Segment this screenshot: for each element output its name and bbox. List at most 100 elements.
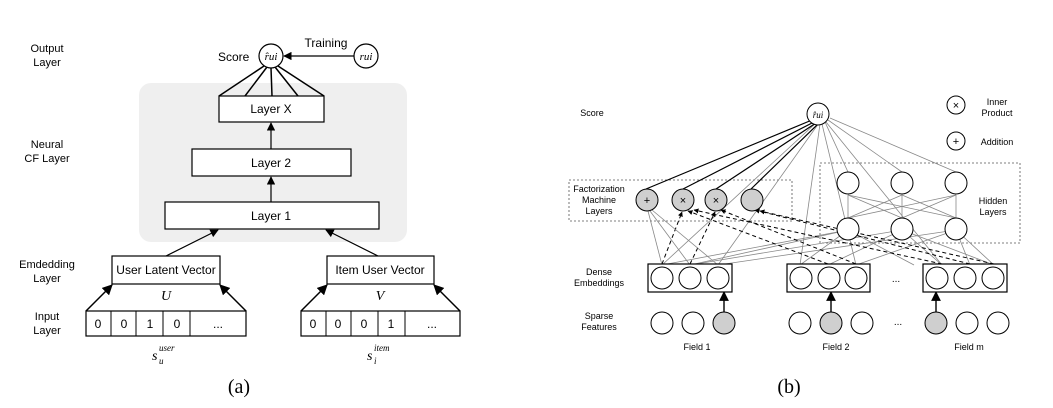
embedding-layer-label-2: Layer xyxy=(33,273,61,285)
hidden-node xyxy=(836,217,860,241)
user-vector-arrow xyxy=(165,229,219,257)
u-right-edge xyxy=(219,284,247,312)
item-onehot-vector: 0 0 0 1 ... xyxy=(300,310,461,337)
sparse-node xyxy=(681,311,705,335)
dense-label-2: Embeddings xyxy=(574,278,625,288)
hidden-label-2: Layers xyxy=(979,207,1007,217)
user-input-symbol: s xyxy=(152,349,158,364)
dense-embedding-field-1 xyxy=(647,263,733,293)
hidden-label-1: Hidden xyxy=(979,196,1008,206)
fm-to-score-lines xyxy=(645,119,819,190)
score-node xyxy=(806,102,830,126)
fm-inner-product-node xyxy=(704,188,728,212)
sparse-ellipsis: ... xyxy=(894,317,902,328)
caption-b: (b) xyxy=(777,376,800,398)
input-layer-label-2: Layer xyxy=(33,325,61,337)
dense-to-hidden-lines xyxy=(661,229,995,266)
layer-1-box xyxy=(164,201,380,230)
item-input-superscript: item xyxy=(374,343,390,353)
hidden-node xyxy=(836,171,860,195)
target-node-label: rui xyxy=(360,51,373,63)
sparse-to-dense-arrows xyxy=(719,291,941,312)
output-layer-label-1: Output xyxy=(30,43,63,55)
score-label-b: Score xyxy=(580,108,604,118)
inner-product-legend-text-1: Inner xyxy=(987,97,1008,107)
hidden-node xyxy=(890,217,914,241)
output-node-label: r̂ui xyxy=(265,51,278,63)
layer-2-box xyxy=(191,148,352,177)
fm-inner-product-symbol: × xyxy=(680,195,686,207)
addition-legend-icon xyxy=(946,131,966,151)
item-onehot-cell: 0 xyxy=(361,317,368,331)
item-onehot-cell: ... xyxy=(427,317,437,331)
inner-product-legend-text-2: Product xyxy=(981,108,1013,118)
dense-label-1: Dense xyxy=(586,267,612,277)
item-vector-arrow xyxy=(325,229,379,257)
output-layer-label-2: Layer xyxy=(33,57,61,69)
item-onehot-cell: 0 xyxy=(310,317,317,331)
user-onehot-cell: 1 xyxy=(147,317,154,331)
sparse-node xyxy=(850,311,874,335)
panel-a: Output Layer Neural CF Layer Emdedding L… xyxy=(19,36,461,398)
dense-embedding-field-m xyxy=(922,263,1008,293)
addition-legend-symbol: + xyxy=(953,136,959,148)
user-onehot-cell: ... xyxy=(213,317,223,331)
v-left-edge xyxy=(300,284,328,312)
u-matrix-label: U xyxy=(161,289,172,304)
field-label: Field m xyxy=(954,342,984,352)
embedding-layer-label-1: Emdedding xyxy=(19,259,75,271)
layer-x-box xyxy=(218,95,325,123)
fm-inner-product-symbol: × xyxy=(713,195,719,207)
sparse-label-2: Features xyxy=(581,322,617,332)
layer-x-to-output-lines xyxy=(218,65,325,97)
fm-nodes: + × × xyxy=(635,188,764,212)
user-latent-vector-label: User Latent Vector xyxy=(116,263,215,277)
user-input-subscript: u xyxy=(159,356,164,366)
sparse-label-1: Sparse xyxy=(585,311,614,321)
inner-product-legend-symbol: × xyxy=(953,100,959,112)
fm-inner-product-node xyxy=(671,188,695,212)
item-input-symbol: s xyxy=(367,349,373,364)
user-onehot-cell: 0 xyxy=(95,317,102,331)
hidden-nodes xyxy=(836,171,968,241)
hidden-layer-connections xyxy=(824,117,957,219)
item-onehot-cell: 0 xyxy=(335,317,342,331)
score-node-label: r̂ui xyxy=(813,110,824,120)
dense-to-fm-dashed-arrows xyxy=(661,208,995,265)
fm-label-1: Factorization xyxy=(573,184,625,194)
user-onehot-vector: 0 0 1 0 ... xyxy=(85,310,247,337)
hidden-node xyxy=(944,171,968,195)
input-layer-label-1: Input xyxy=(35,311,59,323)
neural-layer-label-1: Neural xyxy=(31,139,63,151)
fm-addition-symbol: + xyxy=(644,195,650,207)
addition-legend-text: Addition xyxy=(981,137,1014,147)
panel-b: Score Factorization Machine Layers Dense… xyxy=(568,95,1021,398)
inner-product-legend-icon xyxy=(946,95,966,115)
dense-ellipsis: ... xyxy=(892,274,900,285)
caption-a: (a) xyxy=(228,376,250,398)
sparse-node xyxy=(650,311,674,335)
sparse-features xyxy=(650,311,1010,335)
fm-node xyxy=(740,188,764,212)
hidden-node xyxy=(890,171,914,195)
hidden-node xyxy=(944,217,968,241)
dense-to-addition-lines xyxy=(647,209,719,266)
fm-label-2: Machine xyxy=(582,195,616,205)
user-onehot-cell: 0 xyxy=(174,317,181,331)
user-latent-vector-box xyxy=(111,255,221,285)
field-label: Field 2 xyxy=(822,342,849,352)
user-input-superscript: user xyxy=(159,343,175,353)
v-right-edge xyxy=(433,284,461,312)
score-label-a: Score xyxy=(218,50,250,64)
fm-addition-node xyxy=(635,188,659,212)
neural-layer-label-2: CF Layer xyxy=(24,153,70,165)
sparse-node-active xyxy=(924,311,948,335)
item-user-vector-label: Item User Vector xyxy=(335,263,424,277)
user-onehot-cell: 0 xyxy=(121,317,128,331)
sparse-node xyxy=(986,311,1010,335)
layer-1-label: Layer 1 xyxy=(251,209,291,223)
item-user-vector-box xyxy=(326,255,435,285)
field-label: Field 1 xyxy=(683,342,710,352)
dense-to-score-lines xyxy=(661,121,943,266)
